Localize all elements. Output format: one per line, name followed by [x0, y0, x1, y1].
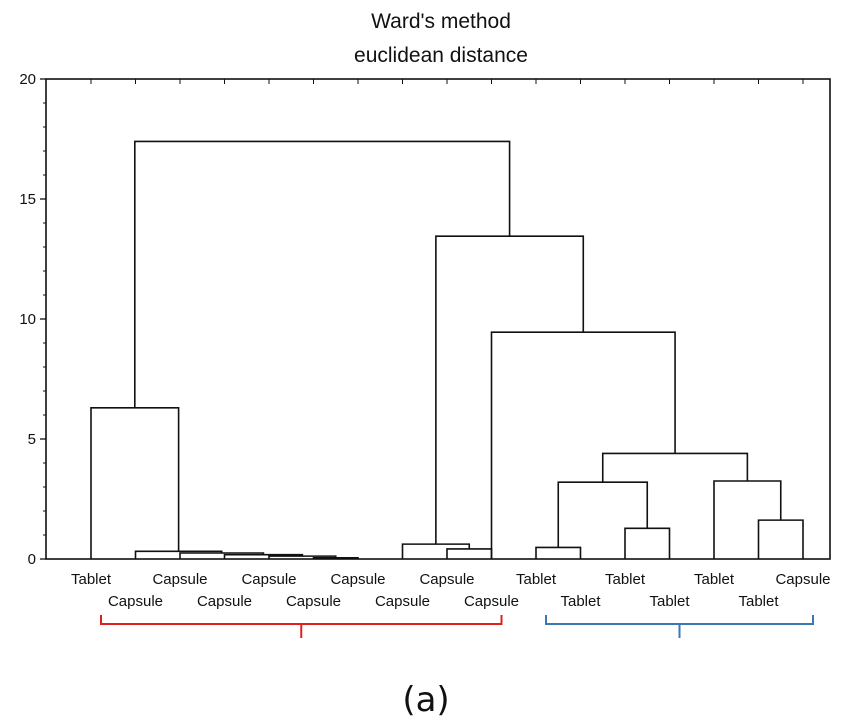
dendrogram-link — [403, 544, 470, 559]
leaf-label: Tablet — [694, 571, 735, 588]
y-tick-label: 5 — [28, 431, 36, 448]
cluster-brackets — [101, 615, 813, 638]
dendrogram-link — [625, 528, 670, 559]
cluster-bracket — [546, 615, 813, 638]
leaf-label: Capsule — [375, 593, 430, 610]
dendrogram-links — [91, 141, 803, 559]
figure-caption: (a) — [402, 680, 449, 718]
dendrogram-link — [447, 549, 492, 559]
leaf-label: Tablet — [560, 593, 601, 610]
leaf-labels: Tablet Capsule Capsule Capsule Capsule Capsul… — [71, 571, 831, 610]
dendrogram-link — [135, 141, 510, 407]
chart-title-line-1: Ward's method — [371, 10, 511, 33]
cluster-bracket — [101, 615, 502, 638]
leaf-label: Capsule — [152, 571, 207, 588]
y-axis: 0 5 10 15 20 — [19, 71, 46, 568]
leaf-label: Tablet — [605, 571, 646, 588]
dendrogram-link — [558, 482, 647, 547]
leaf-label: Tablet — [649, 593, 690, 610]
leaf-label: Capsule — [419, 571, 474, 588]
leaf-label: Tablet — [738, 593, 779, 610]
y-tick-label: 20 — [19, 71, 36, 88]
y-tick-label: 15 — [19, 191, 36, 208]
leaf-label: Capsule — [241, 571, 296, 588]
leaf-label: Tablet — [516, 571, 557, 588]
leaf-label: Capsule — [464, 593, 519, 610]
dendrogram-link — [91, 408, 179, 559]
leaf-label: Capsule — [286, 593, 341, 610]
leaf-label: Tablet — [71, 571, 112, 588]
y-tick-label: 10 — [19, 311, 36, 328]
leaf-label: Capsule — [108, 593, 163, 610]
y-tick-label: 0 — [28, 551, 36, 568]
leaf-label: Capsule — [330, 571, 385, 588]
dendrogram-link — [436, 236, 583, 544]
dendrogram-link — [536, 547, 581, 559]
dendrogram-link — [603, 453, 748, 482]
leaf-label: Capsule — [775, 571, 830, 588]
dendrogram-link — [759, 520, 804, 559]
plot-frame — [46, 79, 830, 559]
leaf-label: Capsule — [197, 593, 252, 610]
chart-title-line-2: euclidean distance — [354, 44, 528, 67]
